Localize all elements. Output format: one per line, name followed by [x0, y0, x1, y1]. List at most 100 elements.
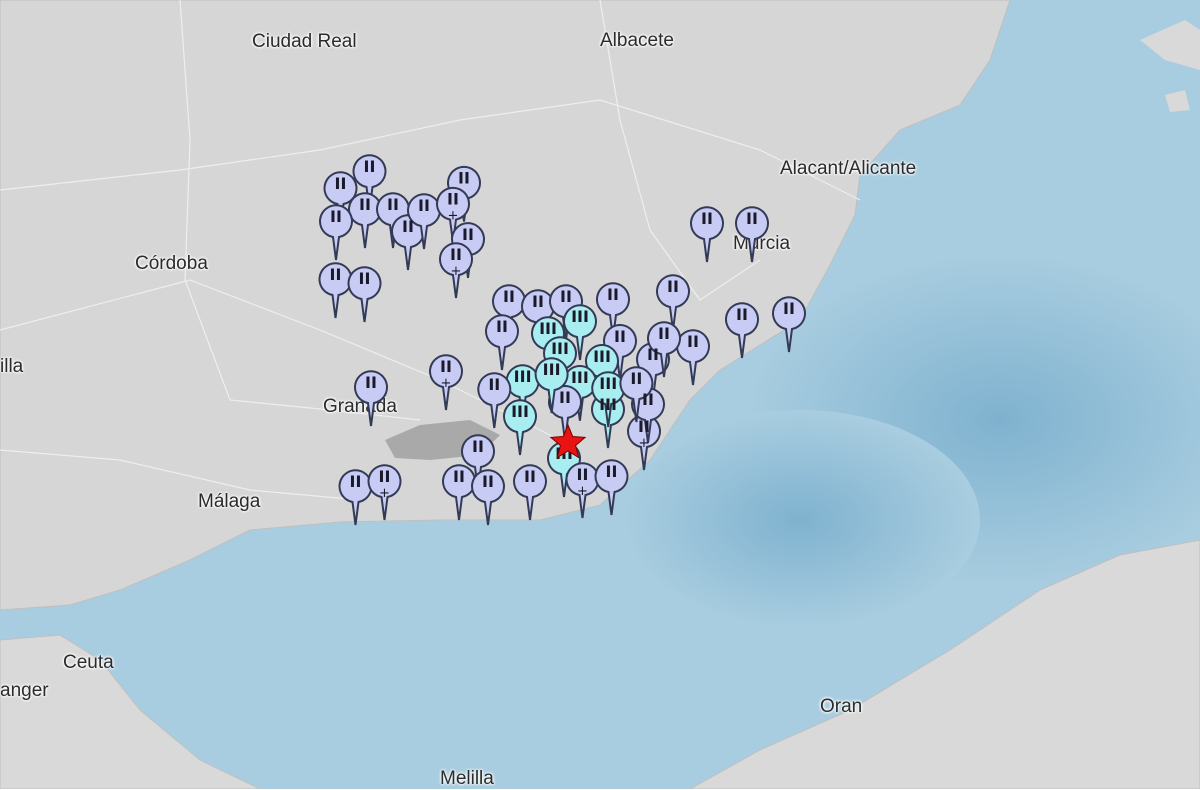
- intensity-label: II: [359, 195, 371, 214]
- intensity-label: II: [647, 345, 659, 364]
- map-pin-icon[interactable]: [436, 186, 470, 243]
- plus-icon: +: [379, 486, 390, 501]
- map-pin-icon[interactable]: [513, 464, 547, 521]
- intensity-marker-label: II: [350, 472, 362, 491]
- intensity-marker-label: II: [658, 324, 670, 343]
- intensity-marker-label: II: [462, 225, 474, 244]
- intensity-marker-label: II: [687, 332, 699, 351]
- intensity-label: II: [503, 287, 515, 306]
- map-pin-icon[interactable]: [439, 242, 473, 299]
- map-pin-icon[interactable]: [772, 296, 806, 353]
- place-label: Ceuta: [63, 652, 114, 673]
- intensity-label: II: [472, 437, 484, 456]
- map-pin-icon[interactable]: [352, 154, 387, 211]
- intensity-label: II: [607, 285, 619, 304]
- map-pin-icon[interactable]: [485, 314, 519, 371]
- intensity-marker-label: II+: [638, 417, 650, 451]
- map-pin-icon[interactable]: [619, 366, 654, 423]
- map-pin-icon[interactable]: [690, 206, 724, 263]
- plus-icon: +: [577, 484, 588, 499]
- intensity-label: III: [551, 339, 569, 358]
- map-pin-icon[interactable]: [354, 370, 388, 427]
- intensity-marker-label: III: [539, 319, 557, 338]
- intensity-label: II: [630, 369, 642, 388]
- map-pin-icon[interactable]: [735, 206, 769, 263]
- intensity-label: II: [736, 305, 748, 324]
- map-pin-icon[interactable]: [565, 462, 600, 519]
- intensity-marker-label: II: [418, 196, 430, 215]
- place-label: Ciudad Real: [252, 31, 357, 52]
- intensity-marker-label: III: [593, 347, 611, 366]
- intensity-marker-label: II: [736, 305, 748, 324]
- intensity-marker-label: II+: [379, 467, 391, 501]
- intensity-marker-label: II+: [447, 190, 459, 224]
- intensity-marker-label: II: [330, 207, 342, 226]
- place-label: Málaga: [198, 491, 261, 512]
- deep-sea: [620, 410, 980, 630]
- map-pin-icon[interactable]: [429, 354, 463, 411]
- intensity-label: II: [450, 245, 462, 264]
- intensity-marker-label: II: [359, 195, 371, 214]
- intensity-marker-label: III: [514, 367, 532, 386]
- map-pin-icon[interactable]: [676, 329, 710, 386]
- map-pin-icon[interactable]: [347, 266, 382, 323]
- map-pin-icon[interactable]: [318, 262, 353, 319]
- intensity-label: II: [335, 174, 347, 193]
- intensity-label: II: [458, 169, 470, 188]
- map-pin-icon[interactable]: [492, 284, 526, 341]
- map-pin-icon[interactable]: [319, 204, 353, 261]
- road-lines: [0, 0, 861, 501]
- intensity-marker-label: III: [599, 374, 617, 393]
- map-pin-icon[interactable]: [503, 399, 537, 456]
- map-pin-icon[interactable]: [563, 304, 597, 361]
- place-label: illa: [0, 356, 24, 377]
- map-pin-icon[interactable]: [594, 459, 629, 516]
- map-pin-icon[interactable]: [477, 372, 512, 429]
- intensity-marker-label: II: [472, 437, 484, 456]
- intensity-label: II: [387, 195, 399, 214]
- intensity-marker-label: III: [571, 368, 589, 387]
- map-pin-icon[interactable]: [725, 302, 759, 359]
- intensity-label: III: [571, 307, 589, 326]
- intensity-marker-label: II: [607, 285, 619, 304]
- map-pin-icon[interactable]: [591, 371, 626, 428]
- intensity-marker-label: II: [488, 375, 500, 394]
- map-pin-icon[interactable]: [461, 434, 495, 491]
- intensity-label: II: [330, 265, 342, 284]
- intensity-marker-label: III: [599, 395, 617, 414]
- place-label: anger: [0, 680, 49, 701]
- map-pin-icon[interactable]: [367, 464, 402, 521]
- intensity-marker-label: II: [532, 292, 544, 311]
- map-pin-icon[interactable]: [596, 282, 630, 339]
- red-star-icon[interactable]: [549, 423, 587, 459]
- intensity-label: II: [350, 472, 362, 491]
- intensity-marker-label: II: [524, 467, 536, 486]
- intensity-marker-label: II: [746, 209, 758, 228]
- map-pin-icon[interactable]: [647, 321, 681, 378]
- map-pin-icon[interactable]: [338, 469, 373, 526]
- map-pin-icon[interactable]: [521, 289, 555, 346]
- intensity-label: III: [514, 367, 532, 386]
- intensity-marker-label: II: [560, 287, 572, 306]
- map-pin-icon[interactable]: [471, 469, 505, 526]
- intensity-label: II: [364, 157, 376, 176]
- map-pin-icon[interactable]: [656, 274, 690, 331]
- map-pin-icon[interactable]: [407, 193, 441, 250]
- island: [1165, 90, 1190, 112]
- north-africa-land: [0, 634, 261, 789]
- intensity-label: II: [453, 467, 465, 486]
- intensity-label: II: [330, 207, 342, 226]
- intensity-marker-label: II: [402, 217, 414, 236]
- intensity-marker-label: II: [453, 467, 465, 486]
- intensity-label: II: [606, 462, 618, 481]
- pin-bodies-layer: [318, 154, 806, 526]
- map-pin-icon[interactable]: [442, 464, 476, 521]
- map-pin-icon[interactable]: [534, 357, 569, 414]
- intensity-label: II: [402, 217, 414, 236]
- intensity-label: II: [447, 190, 459, 209]
- intensity-marker-label: II: [387, 195, 399, 214]
- intensity-marker-label: II: [642, 390, 654, 409]
